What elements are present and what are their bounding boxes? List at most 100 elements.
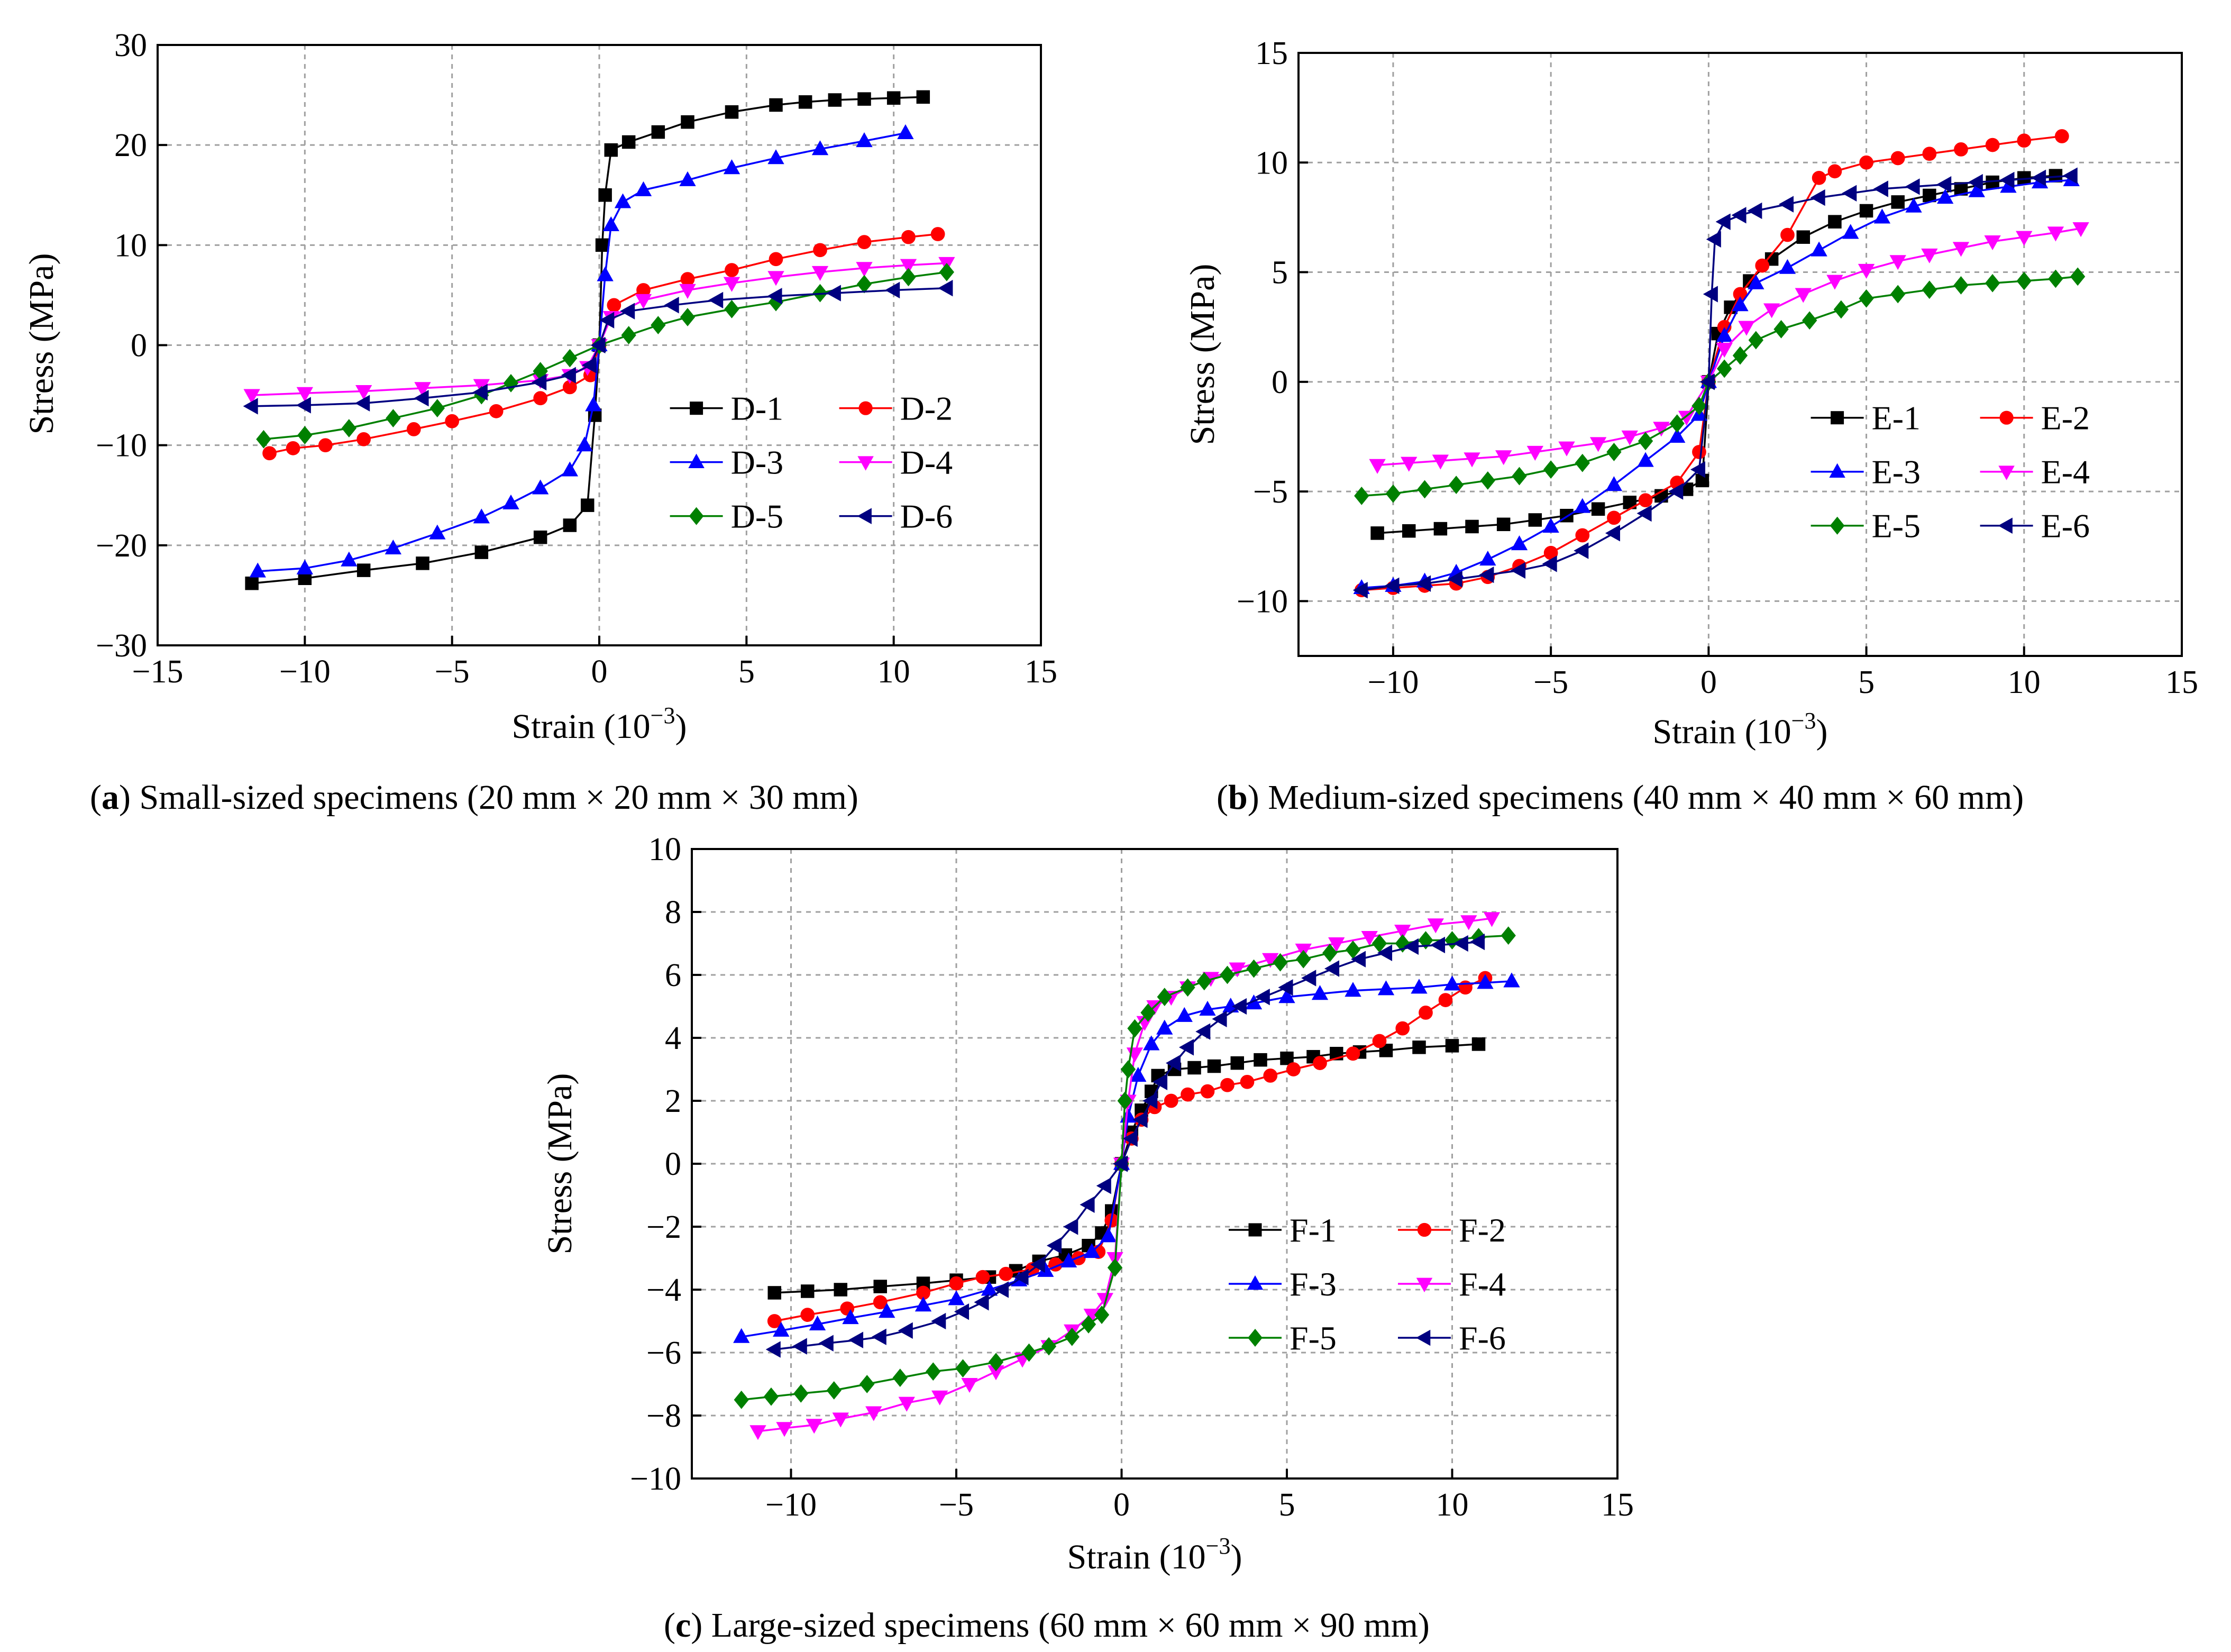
series-line bbox=[1361, 276, 2078, 497]
data-point bbox=[406, 422, 421, 436]
data-point bbox=[856, 275, 872, 294]
data-point bbox=[1503, 972, 1520, 988]
legend-marker bbox=[688, 453, 705, 468]
data-point bbox=[607, 298, 621, 313]
data-point bbox=[1692, 445, 1706, 459]
legend-label: F-3 bbox=[1290, 1265, 1337, 1303]
data-point bbox=[386, 409, 401, 427]
data-point bbox=[1703, 286, 1718, 303]
data-point bbox=[1731, 207, 1747, 224]
data-point bbox=[1311, 985, 1329, 1000]
legend-label: E-2 bbox=[2041, 399, 2090, 437]
data-point bbox=[974, 1294, 989, 1311]
data-point bbox=[1732, 346, 1748, 365]
data-point bbox=[1511, 535, 1528, 551]
data-point bbox=[256, 430, 271, 449]
data-point bbox=[1453, 935, 1468, 952]
data-point bbox=[767, 149, 784, 165]
x-tick-label: 15 bbox=[1025, 654, 1057, 690]
legend-item: D-5 bbox=[670, 498, 783, 535]
series-D-1 bbox=[245, 90, 930, 590]
legend-marker bbox=[1415, 1329, 1431, 1346]
data-point bbox=[1433, 522, 1448, 536]
data-point bbox=[1873, 180, 1888, 197]
data-point bbox=[2072, 222, 2089, 238]
legend-item: F-6 bbox=[1398, 1319, 1506, 1357]
legend-marker bbox=[1247, 1275, 1264, 1290]
data-point bbox=[1636, 505, 1652, 522]
data-point bbox=[1286, 1062, 1301, 1076]
series-E-6 bbox=[1352, 167, 2078, 599]
data-point bbox=[879, 1303, 895, 1318]
legend: D-1 D-2 D-3 D-4 D-5 D-6 bbox=[670, 390, 953, 535]
x-tick-label: −5 bbox=[1533, 664, 1568, 700]
data-point bbox=[1385, 484, 1401, 503]
x-tick-label: 0 bbox=[1700, 664, 1717, 700]
data-point bbox=[1254, 1053, 1267, 1067]
data-point bbox=[1469, 933, 1485, 951]
data-point bbox=[262, 446, 277, 461]
legend-label: E-6 bbox=[2041, 507, 2090, 545]
x-axis-label-exponent: −3 bbox=[1206, 1533, 1231, 1559]
data-point bbox=[1395, 934, 1410, 953]
data-point bbox=[1064, 1327, 1080, 1346]
data-point bbox=[621, 135, 636, 149]
data-point bbox=[243, 389, 260, 404]
data-point bbox=[356, 432, 371, 446]
data-point bbox=[1716, 343, 1733, 358]
data-point bbox=[776, 1422, 793, 1437]
data-point bbox=[2017, 133, 2032, 148]
data-point bbox=[1607, 510, 1621, 525]
data-point bbox=[1301, 970, 1316, 987]
data-point bbox=[1526, 445, 1543, 461]
data-point bbox=[1181, 1087, 1195, 1102]
data-point bbox=[604, 143, 618, 157]
caption-a-label: a bbox=[101, 778, 119, 817]
data-point bbox=[1748, 274, 1764, 289]
data-point bbox=[2031, 169, 2046, 186]
legend-label: D-6 bbox=[900, 498, 953, 535]
y-tick-label: −5 bbox=[1253, 474, 1288, 510]
data-point bbox=[1324, 960, 1340, 977]
legend-item: F-2 bbox=[1398, 1211, 1506, 1249]
data-point bbox=[1890, 151, 1905, 166]
data-point bbox=[939, 263, 955, 281]
data-point bbox=[999, 1266, 1013, 1281]
data-point bbox=[1460, 915, 1477, 930]
legend-label: F-2 bbox=[1459, 1211, 1506, 1249]
data-point bbox=[2070, 267, 2086, 286]
data-point bbox=[1937, 189, 1954, 204]
data-point bbox=[993, 1281, 1009, 1298]
data-point bbox=[1922, 147, 1937, 161]
data-point bbox=[1501, 926, 1516, 945]
data-point bbox=[981, 1281, 998, 1296]
data-point bbox=[1352, 581, 1368, 599]
data-point bbox=[341, 551, 358, 567]
data-point bbox=[1574, 542, 1589, 559]
data-point bbox=[897, 124, 914, 140]
x-axis-label-close: ) bbox=[1230, 1538, 1242, 1576]
series-line bbox=[757, 917, 1492, 1432]
data-point bbox=[2016, 231, 2033, 246]
series-E-4 bbox=[1369, 222, 2089, 474]
data-point bbox=[2016, 271, 2032, 290]
x-tick-label: 0 bbox=[1113, 1487, 1130, 1523]
x-tick-label: 15 bbox=[1601, 1487, 1634, 1523]
data-point bbox=[1606, 443, 1622, 461]
data-point bbox=[856, 262, 873, 277]
x-tick-label: 10 bbox=[877, 654, 910, 690]
data-point bbox=[1130, 1066, 1147, 1082]
data-point bbox=[1923, 188, 1936, 203]
data-point bbox=[1575, 453, 1590, 472]
series-line bbox=[258, 132, 906, 572]
data-point bbox=[1779, 259, 1796, 274]
data-point bbox=[635, 181, 652, 196]
caption-c-label: c bbox=[675, 1606, 691, 1645]
data-point bbox=[954, 1303, 970, 1320]
data-point bbox=[296, 559, 314, 574]
data-point bbox=[602, 216, 619, 232]
data-point bbox=[975, 1270, 990, 1284]
data-point bbox=[1669, 427, 1686, 443]
data-point bbox=[1858, 263, 1875, 279]
data-point bbox=[1094, 1306, 1110, 1324]
